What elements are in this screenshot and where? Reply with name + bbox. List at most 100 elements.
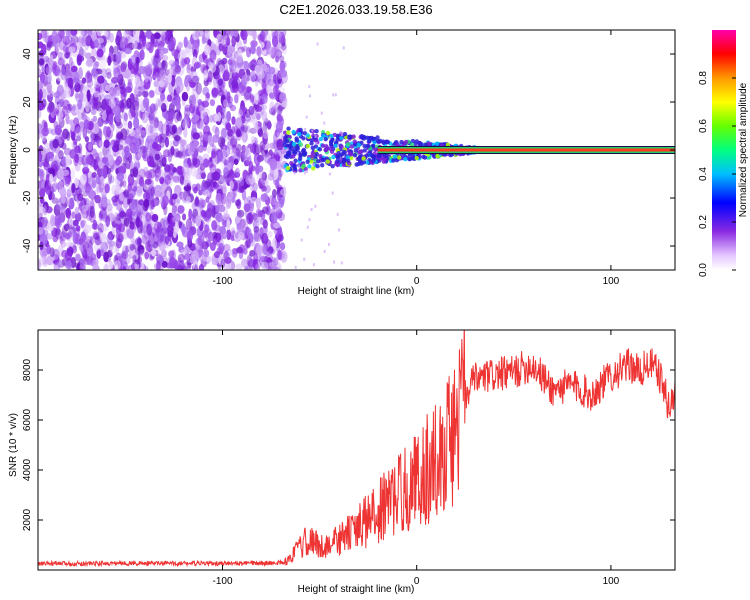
noise-speckle <box>42 32 49 43</box>
noise-speckle <box>153 67 161 78</box>
noise-speckle <box>85 156 92 165</box>
transition-speckle <box>320 163 325 168</box>
noise-speckle <box>125 86 132 94</box>
noise-speckle <box>258 77 263 84</box>
noise-speckle <box>91 179 97 189</box>
noise-speckle <box>72 219 79 227</box>
noise-speckle <box>269 101 275 112</box>
noise-speckle <box>153 221 162 233</box>
noise-speckle <box>75 253 81 262</box>
noise-speckle <box>163 111 169 120</box>
noise-speckle <box>212 238 217 245</box>
noise-speckle <box>92 219 98 230</box>
noise-speckle <box>77 192 84 202</box>
noise-speckle <box>80 209 87 220</box>
noise-speckle <box>262 110 268 123</box>
noise-speckle <box>181 265 188 270</box>
noise-speckle <box>265 253 273 263</box>
faint-speckle <box>336 144 339 148</box>
faint-speckle <box>328 136 331 140</box>
noise-speckle <box>217 111 222 122</box>
noise-speckle <box>86 57 93 66</box>
noise-speckle <box>265 249 271 257</box>
noise-speckle <box>253 92 259 105</box>
faint-speckle <box>340 261 343 265</box>
noise-speckle <box>101 194 108 207</box>
noise-speckle <box>146 223 152 236</box>
noise-speckle <box>246 125 251 134</box>
transition-speckle <box>371 136 376 142</box>
noise-speckle <box>60 231 67 243</box>
transition-speckle <box>305 133 310 138</box>
noise-speckle <box>78 120 86 129</box>
noise-speckle <box>280 42 287 51</box>
noise-speckle <box>252 182 258 192</box>
noise-speckle <box>50 214 56 227</box>
noise-speckle <box>55 42 62 54</box>
x-tick-label: -100 <box>212 576 232 587</box>
noise-speckle <box>271 35 279 48</box>
noise-speckle <box>144 75 149 83</box>
noise-speckle <box>229 104 237 112</box>
noise-speckle <box>101 98 108 111</box>
colorbar-tick-label: 0.4 <box>698 167 709 181</box>
noise-speckle <box>94 194 101 204</box>
transition-speckle <box>371 158 376 163</box>
noise-speckle <box>39 187 46 199</box>
noise-speckle <box>209 62 217 73</box>
noise-speckle <box>53 91 60 99</box>
noise-speckle <box>158 229 165 240</box>
noise-speckle <box>151 57 159 69</box>
noise-speckle <box>231 126 236 134</box>
noise-speckle <box>277 86 286 93</box>
noise-speckle <box>237 231 245 240</box>
transition-speckle <box>309 154 315 159</box>
colorbar-label: Normalized spectral amplitude <box>738 82 749 217</box>
transition-speckle <box>298 168 303 173</box>
transition-speckle <box>341 159 346 164</box>
noise-speckle <box>137 244 145 254</box>
noise-speckle <box>46 40 53 48</box>
transition-speckle <box>336 151 341 156</box>
noise-speckle <box>260 193 269 201</box>
noise-speckle <box>90 107 97 116</box>
faint-speckle <box>323 249 326 253</box>
noise-speckle <box>256 105 263 112</box>
noise-speckle <box>268 92 275 99</box>
transition-speckle <box>345 155 351 160</box>
noise-speckle <box>39 71 45 84</box>
transition-speckle <box>422 155 428 160</box>
colorbar-gradient <box>712 30 736 270</box>
noise-speckle <box>144 178 152 185</box>
noise-speckle <box>150 199 155 210</box>
noise-speckle <box>136 185 142 194</box>
noise-speckle <box>201 210 206 218</box>
noise-speckle <box>186 195 191 205</box>
noise-speckle <box>126 208 133 220</box>
noise-speckle <box>190 130 196 143</box>
noise-speckle <box>277 169 282 182</box>
bottom-x-axis-label: Height of straight line (km) <box>298 584 415 595</box>
noise-speckle <box>199 120 205 131</box>
noise-speckle <box>236 56 244 69</box>
noise-speckle <box>159 50 164 57</box>
noise-speckle <box>38 80 44 91</box>
noise-speckle <box>241 258 248 268</box>
transition-speckle <box>323 137 328 142</box>
noise-speckle <box>220 192 227 205</box>
noise-speckle <box>276 193 282 201</box>
noise-speckle <box>176 127 183 136</box>
noise-speckle <box>279 242 286 251</box>
noise-speckle <box>124 47 132 55</box>
noise-speckle <box>57 110 64 123</box>
noise-speckle <box>258 170 266 183</box>
transition-speckle <box>356 161 362 167</box>
y-tick-label: 20 <box>22 96 33 108</box>
noise-speckle <box>249 249 256 257</box>
transition-speckle <box>340 152 345 157</box>
noise-speckle <box>241 45 248 52</box>
noise-speckle <box>162 195 169 207</box>
noise-speckle <box>64 251 73 261</box>
noise-speckle <box>104 183 110 194</box>
noise-speckle <box>67 77 74 90</box>
